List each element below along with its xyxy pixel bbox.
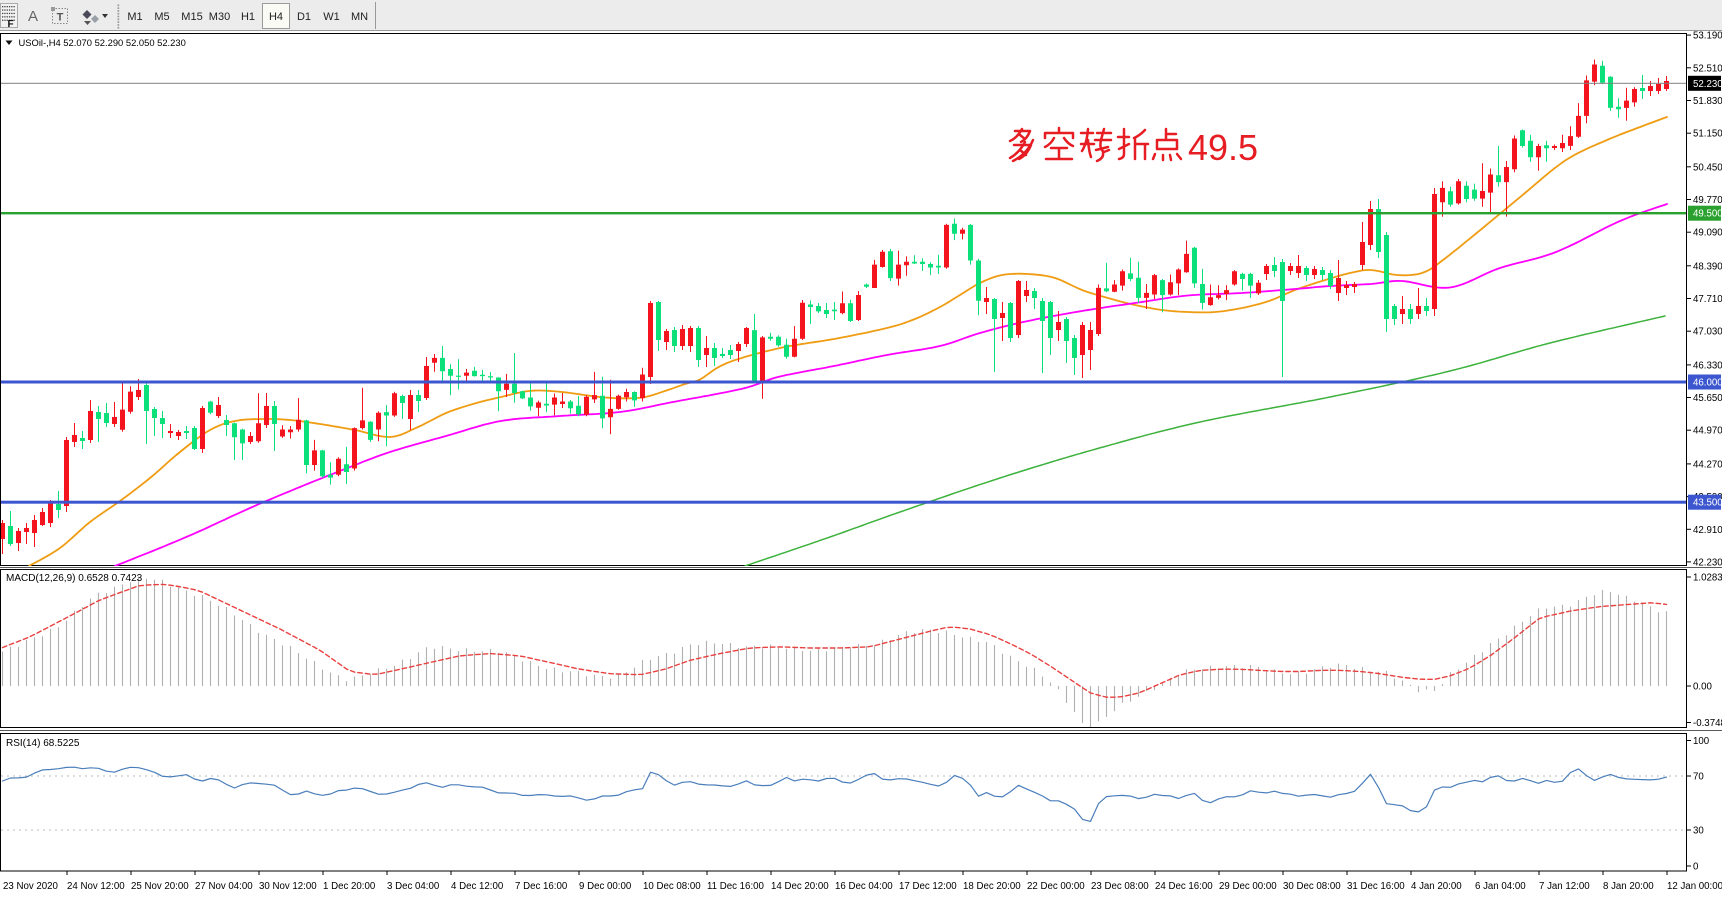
svg-text:50.450: 50.450 bbox=[1693, 162, 1722, 173]
svg-text:11 Dec 16:00: 11 Dec 16:00 bbox=[707, 881, 765, 892]
svg-text:52.230: 52.230 bbox=[1693, 79, 1722, 90]
svg-text:46.330: 46.330 bbox=[1693, 360, 1722, 371]
svg-text:D1: D1 bbox=[297, 11, 311, 23]
svg-text:30: 30 bbox=[1693, 826, 1704, 837]
svg-text:H1: H1 bbox=[241, 11, 255, 23]
svg-text:46.000: 46.000 bbox=[1693, 378, 1722, 389]
svg-text:MN: MN bbox=[351, 11, 368, 23]
svg-text:H4: H4 bbox=[269, 11, 283, 23]
svg-text:30 Dec 08:00: 30 Dec 08:00 bbox=[1283, 881, 1341, 892]
svg-text:47.030: 47.030 bbox=[1693, 327, 1722, 338]
svg-text:22 Dec 00:00: 22 Dec 00:00 bbox=[1027, 881, 1085, 892]
svg-text:M15: M15 bbox=[181, 11, 202, 23]
svg-text:T: T bbox=[57, 12, 64, 24]
svg-text:-0.3748: -0.3748 bbox=[1693, 718, 1722, 729]
svg-text:44.270: 44.270 bbox=[1693, 459, 1722, 470]
svg-text:M1: M1 bbox=[127, 11, 142, 23]
svg-text:24 Dec 16:00: 24 Dec 16:00 bbox=[1155, 881, 1213, 892]
svg-text:29 Dec 00:00: 29 Dec 00:00 bbox=[1219, 881, 1277, 892]
svg-text:25 Nov 20:00: 25 Nov 20:00 bbox=[131, 881, 189, 892]
svg-text:51.150: 51.150 bbox=[1693, 129, 1722, 140]
svg-text:51.830: 51.830 bbox=[1693, 96, 1722, 107]
svg-text:47.710: 47.710 bbox=[1693, 294, 1722, 305]
svg-text:70: 70 bbox=[1693, 772, 1704, 783]
svg-text:49.5: 49.5 bbox=[1188, 127, 1258, 168]
svg-text:49.770: 49.770 bbox=[1693, 195, 1722, 206]
svg-text:12 Jan 00:00: 12 Jan 00:00 bbox=[1667, 881, 1722, 892]
svg-text:53.190: 53.190 bbox=[1693, 31, 1722, 42]
svg-text:1 Dec 20:00: 1 Dec 20:00 bbox=[323, 881, 376, 892]
svg-text:100: 100 bbox=[1693, 736, 1710, 747]
svg-text:24 Nov 12:00: 24 Nov 12:00 bbox=[67, 881, 125, 892]
svg-text:17 Dec 12:00: 17 Dec 12:00 bbox=[899, 881, 957, 892]
svg-text:M5: M5 bbox=[154, 11, 169, 23]
svg-text:USOil-,H4 52.070 52.290 52.05: USOil-,H4 52.070 52.290 52.050 52.230 bbox=[19, 37, 186, 48]
svg-text:6 Jan 04:00: 6 Jan 04:00 bbox=[1475, 881, 1526, 892]
svg-text:42.910: 42.910 bbox=[1693, 525, 1722, 536]
svg-text:44.970: 44.970 bbox=[1693, 426, 1722, 437]
svg-text:42.230: 42.230 bbox=[1693, 557, 1722, 568]
svg-text:49.090: 49.090 bbox=[1693, 228, 1722, 239]
svg-text:4 Jan 20:00: 4 Jan 20:00 bbox=[1411, 881, 1462, 892]
svg-text:M30: M30 bbox=[209, 11, 230, 23]
svg-text:RSI(14) 68.5225: RSI(14) 68.5225 bbox=[6, 738, 80, 749]
svg-text:7 Dec 16:00: 7 Dec 16:00 bbox=[515, 881, 568, 892]
svg-text:48.390: 48.390 bbox=[1693, 261, 1722, 272]
svg-text:7 Jan 12:00: 7 Jan 12:00 bbox=[1539, 881, 1590, 892]
svg-text:27 Nov 04:00: 27 Nov 04:00 bbox=[195, 881, 253, 892]
svg-text:0: 0 bbox=[1693, 862, 1699, 873]
svg-text:4 Dec 12:00: 4 Dec 12:00 bbox=[451, 881, 504, 892]
svg-text:43.500: 43.500 bbox=[1693, 498, 1722, 509]
svg-text:16 Dec 04:00: 16 Dec 04:00 bbox=[835, 881, 893, 892]
svg-text:MACD(12,26,9) 0.6528 0.7423: MACD(12,26,9) 0.6528 0.7423 bbox=[6, 573, 143, 584]
svg-text:F: F bbox=[7, 19, 13, 30]
svg-text:0.00: 0.00 bbox=[1693, 682, 1712, 693]
svg-text:14 Dec 20:00: 14 Dec 20:00 bbox=[771, 881, 829, 892]
svg-text:8 Jan 20:00: 8 Jan 20:00 bbox=[1603, 881, 1654, 892]
svg-text:W1: W1 bbox=[323, 11, 340, 23]
svg-text:9 Dec 00:00: 9 Dec 00:00 bbox=[579, 881, 632, 892]
svg-text:10 Dec 08:00: 10 Dec 08:00 bbox=[643, 881, 701, 892]
svg-text:45.650: 45.650 bbox=[1693, 393, 1722, 404]
svg-text:1.0283: 1.0283 bbox=[1693, 573, 1722, 584]
svg-text:18 Dec 20:00: 18 Dec 20:00 bbox=[963, 881, 1021, 892]
svg-text:23 Nov 2020: 23 Nov 2020 bbox=[3, 881, 59, 892]
svg-text:30 Nov 12:00: 30 Nov 12:00 bbox=[259, 881, 317, 892]
svg-text:52.510: 52.510 bbox=[1693, 63, 1722, 74]
svg-text:49.500: 49.500 bbox=[1693, 209, 1722, 220]
svg-text:31 Dec 16:00: 31 Dec 16:00 bbox=[1347, 881, 1405, 892]
svg-text:23 Dec 08:00: 23 Dec 08:00 bbox=[1091, 881, 1149, 892]
svg-text:A: A bbox=[28, 8, 38, 25]
svg-text:3 Dec 04:00: 3 Dec 04:00 bbox=[387, 881, 440, 892]
